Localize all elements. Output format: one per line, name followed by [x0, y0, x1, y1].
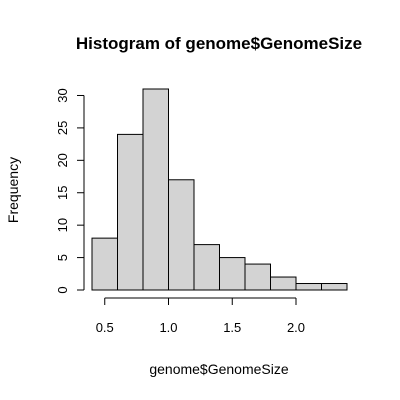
y-tick-label: 0 — [55, 286, 70, 293]
x-axis: 0.5 1.0 1.5 2.0 — [96, 297, 305, 335]
x-axis-label: genome$GenomeSize — [149, 361, 289, 377]
bars-group — [91, 88, 348, 291]
x-tick-label: 2.0 — [287, 320, 305, 335]
y-tick-label: 25 — [55, 121, 70, 135]
histogram-bar — [321, 283, 348, 291]
y-tick-label: 30 — [55, 88, 70, 102]
histogram-bar — [295, 283, 322, 291]
histogram-bar — [142, 88, 169, 291]
histogram-bar — [219, 257, 246, 291]
y-tick-label: 15 — [55, 186, 70, 200]
y-axis: 0 5 10 15 20 25 30 — [55, 88, 85, 294]
y-axis-label: Frequency — [5, 157, 21, 223]
y-tick-label: 20 — [55, 153, 70, 167]
histogram-bar — [168, 179, 195, 291]
histogram-bar — [193, 244, 220, 291]
y-tick-label: 10 — [55, 218, 70, 232]
chart-title: Histogram of genome$GenomeSize — [76, 34, 362, 53]
histogram-bar — [117, 133, 144, 291]
x-tick-label: 1.5 — [223, 320, 241, 335]
histogram-bar — [270, 276, 297, 291]
x-tick-label: 1.0 — [159, 320, 177, 335]
y-tick-label: 5 — [55, 254, 70, 261]
x-tick-label: 0.5 — [96, 320, 114, 335]
histogram-bar — [91, 237, 118, 291]
histogram-bar — [244, 263, 271, 291]
